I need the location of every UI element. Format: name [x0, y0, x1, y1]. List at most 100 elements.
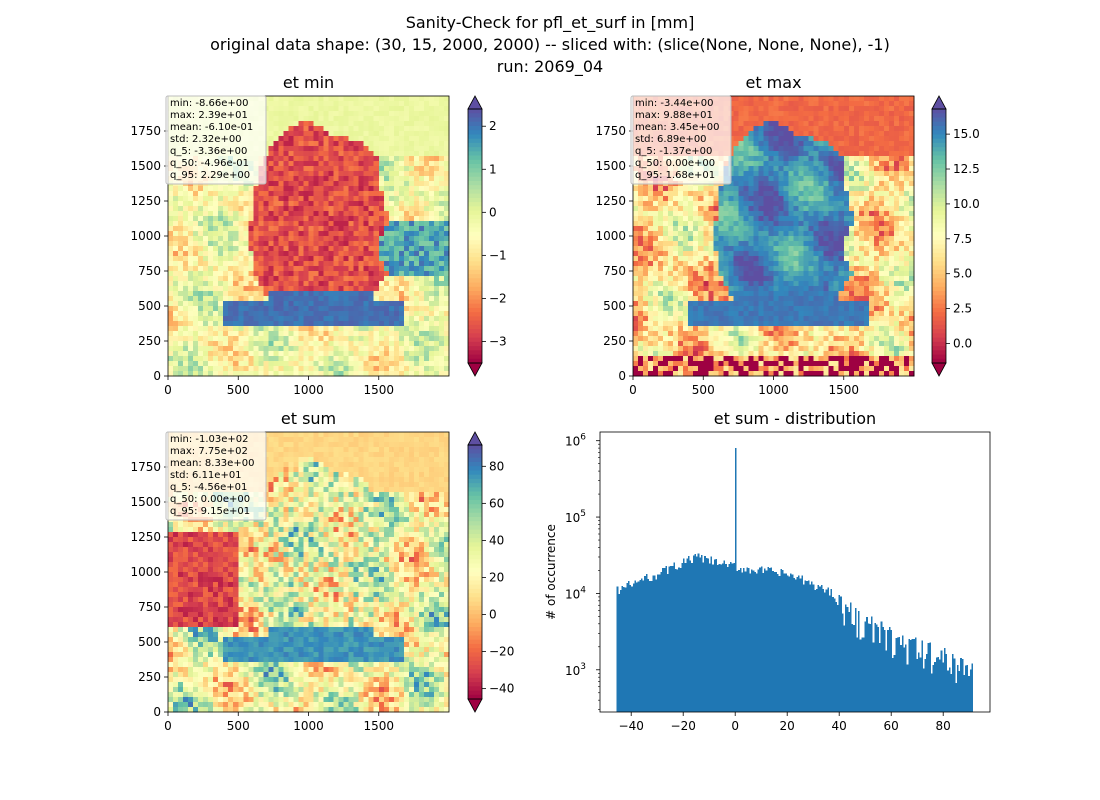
histogram-bar — [958, 671, 961, 712]
histogram-bar — [728, 564, 731, 712]
et-max-colorbar-tick-label: 7.5 — [953, 232, 972, 246]
et-min-xtick-label: 1500 — [363, 383, 394, 397]
et-sum-colorbar-step — [468, 508, 482, 514]
histogram-bar — [657, 574, 659, 712]
histogram-bar — [906, 664, 909, 712]
histogram-bar — [874, 623, 876, 712]
histogram-bar — [781, 570, 784, 712]
et-max-colorbar-step — [932, 329, 946, 334]
et-sum-colorbar-tick-label: 60 — [489, 496, 504, 510]
histogram-bar — [877, 626, 880, 712]
et-max-xtick-label: 500 — [692, 383, 715, 397]
histogram-bar — [812, 584, 815, 712]
histogram-bar — [662, 568, 664, 712]
histogram-xtick-label: 0 — [731, 719, 739, 733]
histogram-bar — [705, 557, 708, 712]
histogram-bar — [775, 572, 778, 712]
et-max-colorbar-step — [932, 274, 946, 279]
et-sum-colorbar-step — [468, 533, 482, 539]
et-max-colorbar-step — [932, 244, 946, 250]
et-max-colorbar-tick-label: 15.0 — [953, 127, 980, 141]
et-min-colorbar-extend-min — [467, 362, 483, 377]
histogram-bar — [887, 630, 889, 712]
histogram-bar — [939, 659, 941, 712]
histogram-bar — [815, 588, 818, 712]
et-sum-colorbar-tick-label: 20 — [489, 570, 504, 584]
et-sum-stat-line: q_95: 9.15e+01 — [170, 506, 250, 517]
et-sum-xtick-label: 1500 — [363, 719, 394, 733]
et-sum-colorbar-step — [468, 466, 482, 471]
et-sum-colorbar-step — [468, 635, 482, 641]
et-max-colorbar-step — [932, 278, 946, 283]
histogram-bar — [712, 564, 714, 712]
histogram-bar — [851, 624, 854, 712]
histogram-bar — [916, 658, 919, 712]
et-min-stat-line: q_95: 2.29e+00 — [170, 170, 250, 181]
histogram-bar — [655, 579, 658, 712]
histogram-bar — [890, 629, 893, 712]
et-min-colorbar-step — [468, 265, 482, 271]
et-sum-colorbar-step — [468, 457, 482, 463]
et-max-colorbar-step — [932, 257, 946, 262]
et-max-colorbar-step — [932, 147, 946, 152]
et-min-colorbar-step — [468, 168, 482, 173]
et-min-colorbar-frame — [467, 108, 483, 364]
histogram-bar — [819, 586, 821, 712]
histogram-bar — [900, 644, 902, 712]
et-min-colorbar-step — [468, 130, 482, 135]
histogram-bar — [927, 642, 930, 712]
histogram-bar — [710, 556, 713, 712]
et-min-ytick-label: 1750 — [130, 124, 161, 138]
histogram-bar — [631, 586, 633, 712]
histogram-bar — [666, 574, 669, 712]
et-min-title: et min — [283, 73, 334, 92]
et-max-stat-line: q_95: 1.68e+01 — [635, 170, 715, 181]
et-min-stat-line: std: 2.32e+00 — [170, 134, 242, 145]
histogram-bar — [627, 581, 630, 712]
et-sum-colorbar-step — [468, 656, 482, 662]
et-max-colorbar-step — [932, 125, 946, 131]
et-sum-colorbar-step — [468, 521, 482, 526]
et-sum-colorbar-tick-label: 80 — [489, 459, 504, 473]
et-sum-colorbar-step — [468, 483, 482, 488]
histogram-bar — [905, 644, 907, 712]
et-sum-colorbar-step — [468, 525, 482, 531]
histogram-bar — [644, 576, 646, 712]
et-sum-ytick-label: 1250 — [130, 530, 161, 544]
et-min-xtick-label: 0 — [164, 383, 172, 397]
et-sum-stats-background — [165, 431, 267, 521]
histogram-bar — [807, 580, 810, 712]
et-max-colorbar-step — [932, 291, 946, 296]
histogram-bar — [791, 574, 794, 712]
et-min-colorbar-step — [468, 320, 482, 326]
et-sum-heatmap — [168, 432, 450, 713]
et-sum-colorbar-step — [468, 643, 482, 649]
et-min-colorbar-step — [468, 172, 482, 178]
histogram-bar — [827, 587, 829, 712]
et-max-colorbar-step — [932, 206, 946, 211]
et-max-colorbar-step — [932, 159, 946, 165]
histogram-bar — [759, 567, 761, 712]
et-min-colorbar-tick-label: 0 — [489, 205, 497, 219]
et-sum-colorbar-step — [468, 677, 482, 683]
et-max-colorbar-step — [932, 168, 946, 173]
histogram-bar — [828, 595, 831, 712]
et-sum-colorbar-step — [468, 584, 482, 590]
histogram-bar — [837, 604, 839, 712]
histogram-bar — [649, 580, 651, 712]
histogram-xtick-label: −40 — [619, 719, 644, 733]
et-sum-colorbar-step — [468, 572, 482, 577]
histogram-bar — [806, 580, 808, 712]
histogram-bar — [691, 562, 693, 712]
et-sum-colorbar-step — [468, 567, 482, 573]
et-sum-colorbar-step — [468, 491, 482, 497]
histogram-bar — [726, 567, 729, 712]
histogram-bar — [882, 626, 884, 712]
histogram-bar — [911, 639, 914, 712]
histogram-bar — [717, 564, 719, 712]
et-min-colorbar-step — [468, 180, 482, 186]
histogram-bar — [856, 637, 859, 712]
et-max-colorbar-step — [932, 155, 946, 161]
